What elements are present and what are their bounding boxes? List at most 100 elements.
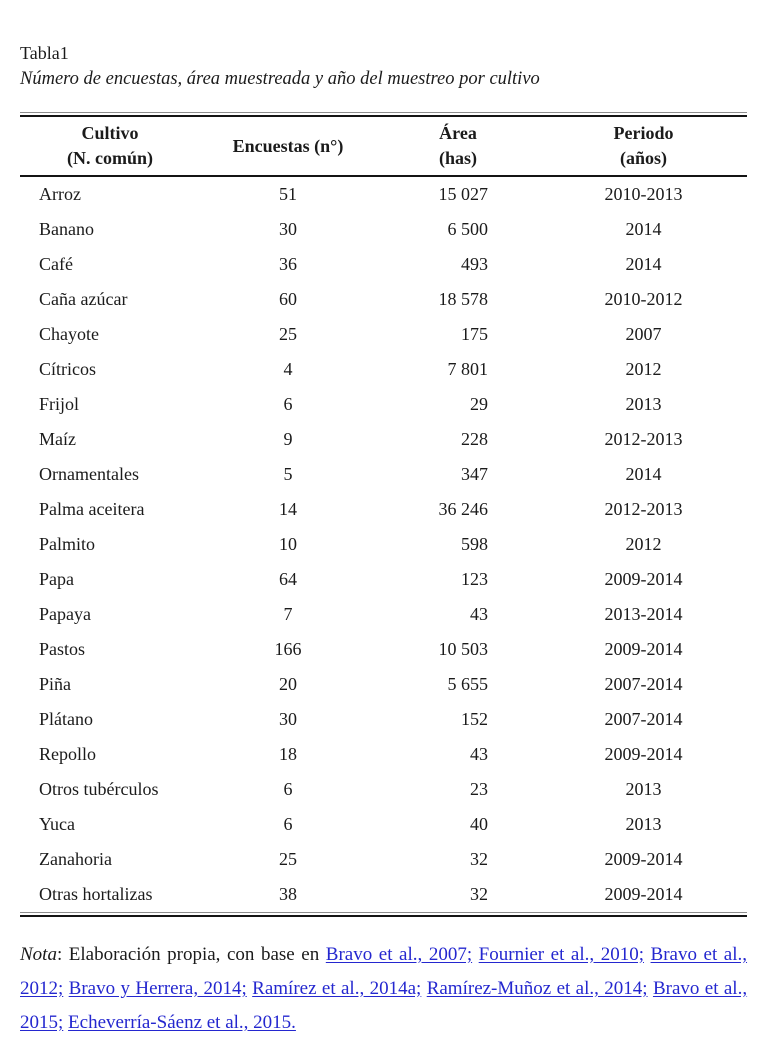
cell-encuestas: 9 bbox=[283, 429, 293, 449]
table-row: Piña 20 5 655 2007-2014 bbox=[20, 667, 747, 702]
cell-periodo: 2007-2014 bbox=[604, 709, 683, 729]
cell-cultivo: Arroz bbox=[39, 184, 81, 204]
table-row: Banano 30 6 500 2014 bbox=[20, 212, 747, 247]
citation-link[interactable]: Fournier et al., 2010; bbox=[478, 944, 644, 965]
cell-encuestas: 10 bbox=[279, 534, 297, 554]
cell-cultivo: Papaya bbox=[39, 604, 91, 624]
cell-encuestas: 20 bbox=[279, 674, 297, 694]
cell-periodo: 2013 bbox=[625, 394, 662, 414]
col-header-encuestas: Encuestas (n°) bbox=[200, 117, 376, 176]
cell-periodo: 2014 bbox=[625, 219, 662, 239]
cell-encuestas: 38 bbox=[279, 884, 297, 904]
cell-cultivo: Chayote bbox=[39, 324, 99, 344]
col-header-encuestas-line1: Encuestas (n°) bbox=[232, 135, 344, 156]
header-row: Cultivo (N. común) Encuestas (n°) Área (… bbox=[20, 117, 747, 176]
cell-encuestas: 6 bbox=[283, 814, 293, 834]
citations: Bravo et al., 2007; Fournier et al., 201… bbox=[20, 944, 747, 1033]
cell-encuestas: 25 bbox=[279, 324, 297, 344]
cell-area: 6 500 bbox=[447, 219, 489, 239]
citation-link[interactable]: Bravo et al., 2015; bbox=[20, 978, 748, 1033]
table-row: Palma aceitera 14 36 246 2012-2013 bbox=[20, 492, 747, 527]
cell-cultivo: Banano bbox=[39, 219, 94, 239]
cell-cultivo: Yuca bbox=[39, 814, 75, 834]
cell-area: 10 503 bbox=[438, 639, 489, 659]
table-row: Zanahoria 25 32 2009-2014 bbox=[20, 842, 747, 877]
table-row: Cítricos 4 7 801 2012 bbox=[20, 352, 747, 387]
citation-link[interactable]: Bravo et al., 2007; bbox=[325, 944, 473, 965]
cell-area: 32 bbox=[470, 884, 488, 904]
cell-encuestas: 5 bbox=[283, 464, 293, 484]
table-row: Repollo 18 43 2009-2014 bbox=[20, 737, 747, 772]
col-header-area-line2: (has) bbox=[438, 148, 477, 168]
cell-cultivo: Otros tubérculos bbox=[39, 779, 159, 799]
cell-area: 43 bbox=[470, 744, 488, 764]
cell-area: 18 578 bbox=[438, 289, 489, 309]
cell-encuestas: 4 bbox=[283, 359, 293, 379]
cell-area: 43 bbox=[470, 604, 488, 624]
cell-periodo: 2014 bbox=[625, 254, 662, 274]
citation-link[interactable]: Echeverría-Sáenz et al., 2015. bbox=[68, 1012, 296, 1033]
cell-area: 40 bbox=[470, 814, 488, 834]
table-bottom-rule bbox=[20, 912, 747, 917]
cell-cultivo: Cítricos bbox=[39, 359, 96, 379]
cell-encuestas: 18 bbox=[279, 744, 297, 764]
table-row: Frijol 6 29 2013 bbox=[20, 387, 747, 422]
table-row: Otros tubérculos 6 23 2013 bbox=[20, 772, 747, 807]
cell-encuestas: 14 bbox=[279, 499, 297, 519]
citation-link[interactable]: Ramírez et al., 2014a; bbox=[252, 978, 422, 999]
table-row: Yuca 6 40 2013 bbox=[20, 807, 747, 842]
cell-periodo: 2012 bbox=[625, 359, 662, 379]
cell-cultivo: Zanahoria bbox=[39, 849, 112, 869]
col-header-area: Área (has) bbox=[376, 117, 540, 176]
cell-periodo: 2009-2014 bbox=[604, 569, 683, 589]
cell-encuestas: 166 bbox=[274, 639, 302, 659]
citation-link[interactable]: Bravo et al., 2012; bbox=[20, 944, 748, 999]
cell-periodo: 2009-2014 bbox=[604, 849, 683, 869]
cell-cultivo: Palma aceitera bbox=[39, 499, 145, 519]
citation-link[interactable]: Ramírez-Muñoz et al., 2014; bbox=[426, 978, 648, 999]
table-row: Pastos 166 10 503 2009-2014 bbox=[20, 632, 747, 667]
col-header-periodo-line2: (años) bbox=[619, 148, 667, 168]
cell-area: 228 bbox=[461, 429, 488, 449]
cell-area: 152 bbox=[461, 709, 488, 729]
col-header-periodo: Periodo (años) bbox=[540, 117, 747, 176]
cell-cultivo: Palmito bbox=[39, 534, 96, 554]
cell-periodo: 2012-2013 bbox=[604, 499, 683, 519]
cell-cultivo: Frijol bbox=[39, 394, 80, 414]
table-row: Plátano 30 152 2007-2014 bbox=[20, 702, 747, 737]
cell-area: 23 bbox=[470, 779, 488, 799]
citation-link[interactable]: Bravo y Herrera, 2014; bbox=[68, 978, 247, 999]
cell-area: 29 bbox=[470, 394, 488, 414]
cell-periodo: 2013 bbox=[625, 779, 662, 799]
table-row: Arroz 51 15 027 2010-2013 bbox=[20, 176, 747, 212]
cell-encuestas: 6 bbox=[283, 779, 293, 799]
cell-periodo: 2010-2012 bbox=[604, 289, 683, 309]
cell-periodo: 2012 bbox=[625, 534, 662, 554]
cell-area: 5 655 bbox=[447, 674, 489, 694]
col-header-cultivo: Cultivo (N. común) bbox=[20, 117, 200, 176]
col-header-cultivo-line2: (N. común) bbox=[67, 148, 153, 168]
cell-area: 123 bbox=[461, 569, 488, 589]
cell-periodo: 2013-2014 bbox=[604, 604, 683, 624]
table-title: Número de encuestas, área muestreada y a… bbox=[20, 69, 540, 89]
col-header-cultivo-line1: Cultivo bbox=[81, 123, 139, 143]
cell-cultivo: Caña azúcar bbox=[39, 289, 128, 309]
table-top-rule bbox=[20, 112, 747, 117]
cell-encuestas: 60 bbox=[279, 289, 297, 309]
col-header-periodo-line1: Periodo bbox=[613, 123, 674, 143]
cell-cultivo: Papa bbox=[39, 569, 74, 589]
cell-encuestas: 7 bbox=[283, 604, 293, 624]
cell-encuestas: 64 bbox=[279, 569, 297, 589]
cell-periodo: 2010-2013 bbox=[604, 184, 683, 204]
table-note: Nota: Elaboración propia, con base en Br… bbox=[20, 938, 747, 1040]
cell-area: 175 bbox=[461, 324, 488, 344]
col-header-area-line1: Área bbox=[439, 123, 477, 143]
table-row: Papa 64 123 2009-2014 bbox=[20, 562, 747, 597]
cell-periodo: 2009-2014 bbox=[604, 639, 683, 659]
cell-periodo: 2012-2013 bbox=[604, 429, 683, 449]
crops-table-body: Arroz 51 15 027 2010-2013 Banano 30 6 500 2014 C… bbox=[20, 176, 747, 912]
cell-area: 32 bbox=[470, 849, 488, 869]
table-row: Palmito 10 598 2012 bbox=[20, 527, 747, 562]
note-prefix: : Elaboración propia, con base en bbox=[56, 944, 326, 965]
